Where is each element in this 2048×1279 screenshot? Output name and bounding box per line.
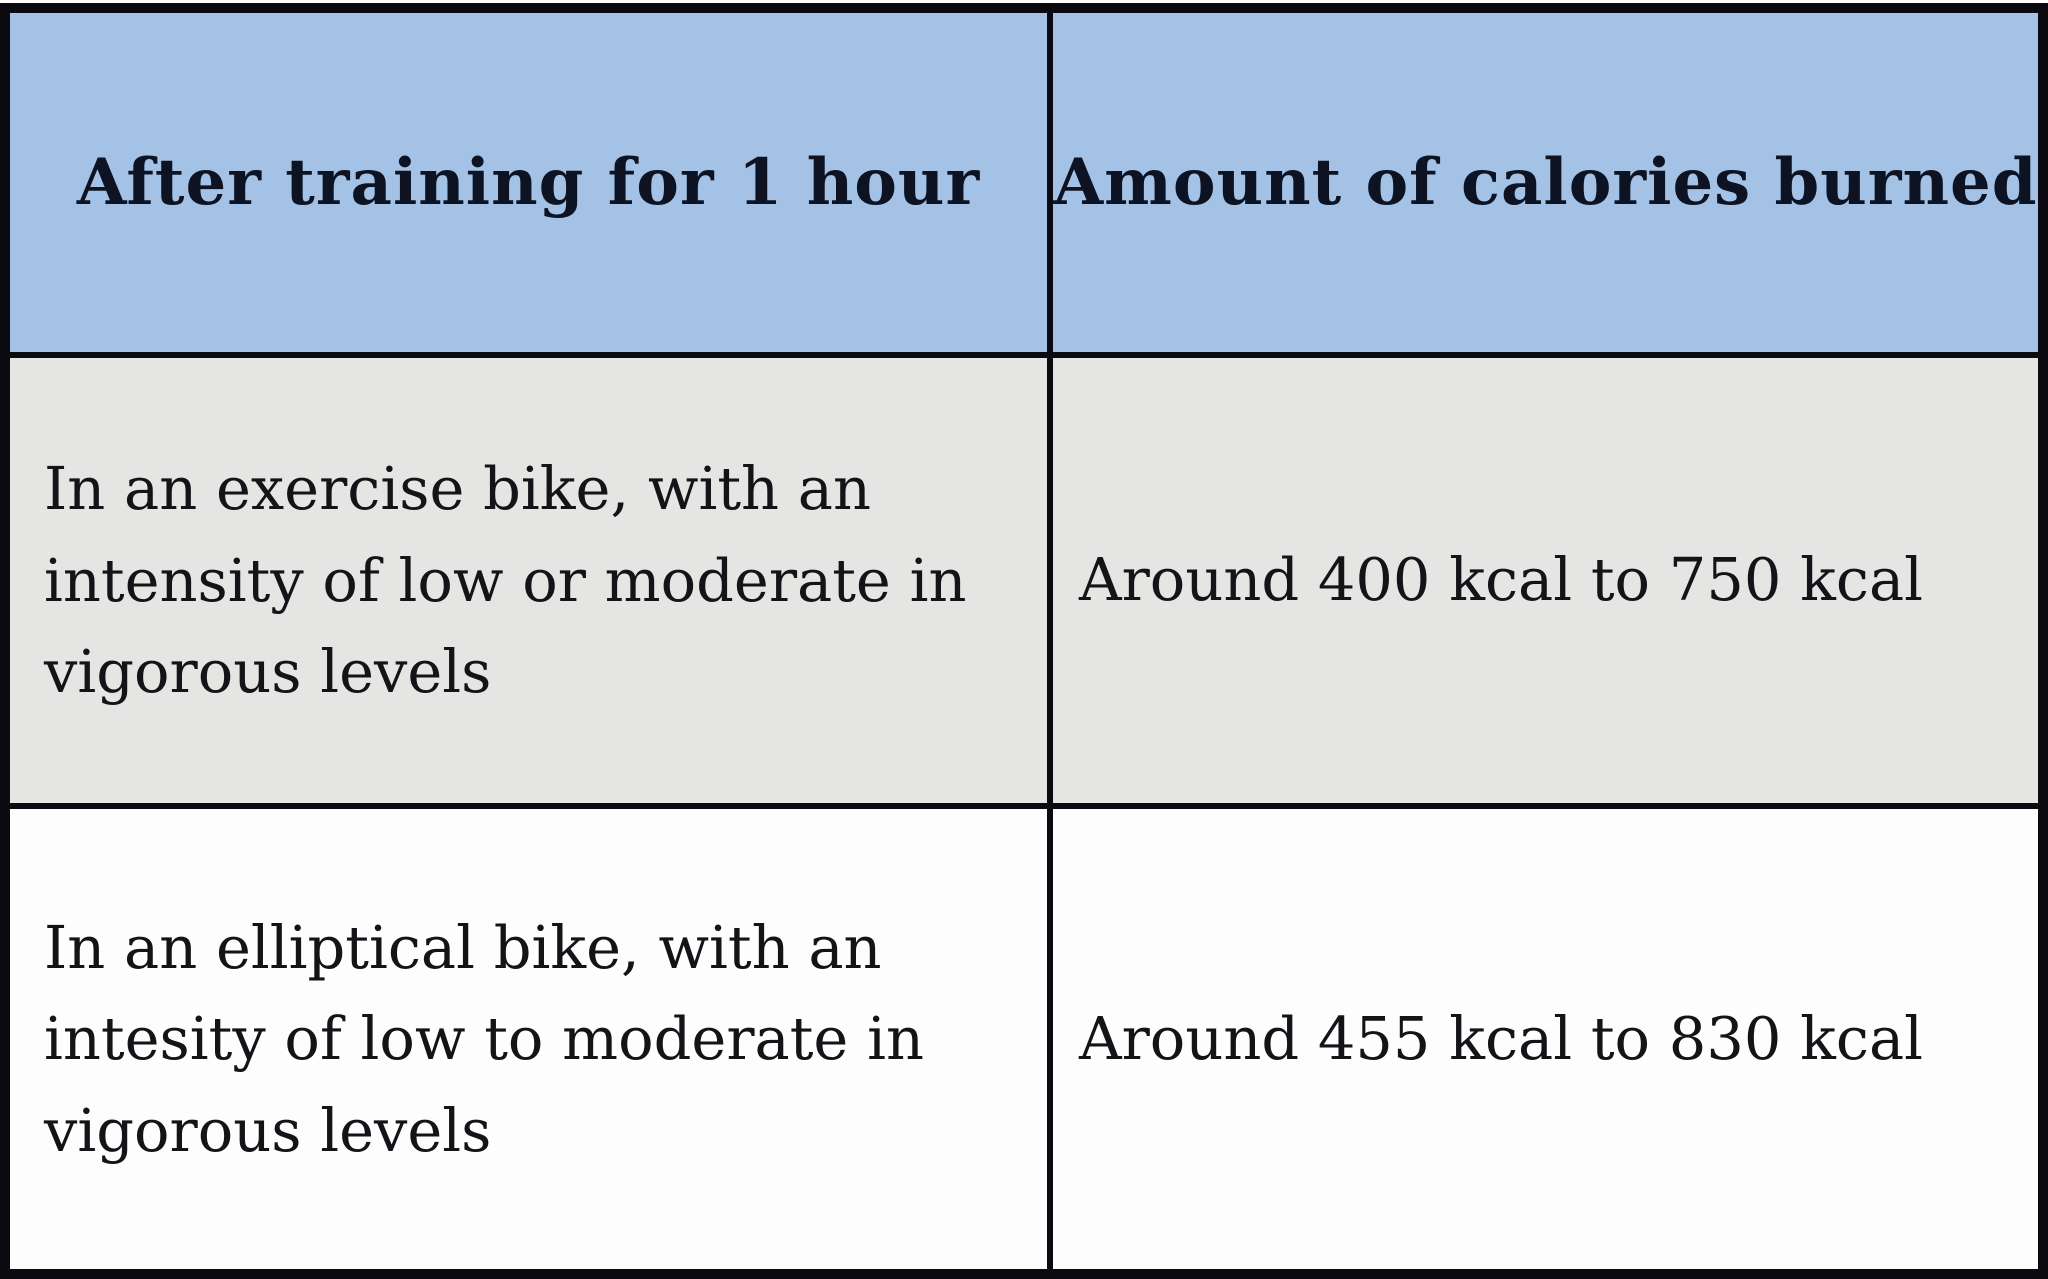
table-row-exercise-bike-activity: In an exercise bike, with an intensity o… (10, 358, 1047, 803)
header-cell-calories: Amount of calories burned (1053, 13, 2038, 352)
header-cell-activity: After training for 1 hour (10, 13, 1047, 352)
calories-burned-table: After training for 1 hour Amount of calo… (0, 3, 2048, 1279)
table-row-exercise-bike-calories: Around 400 kcal to 750 kcal (1053, 358, 2038, 803)
table-row-elliptical-bike-activity: In an elliptical bike, with an intesity … (10, 809, 1047, 1269)
table-row-elliptical-bike-calories: Around 455 kcal to 830 kcal (1053, 809, 2038, 1269)
